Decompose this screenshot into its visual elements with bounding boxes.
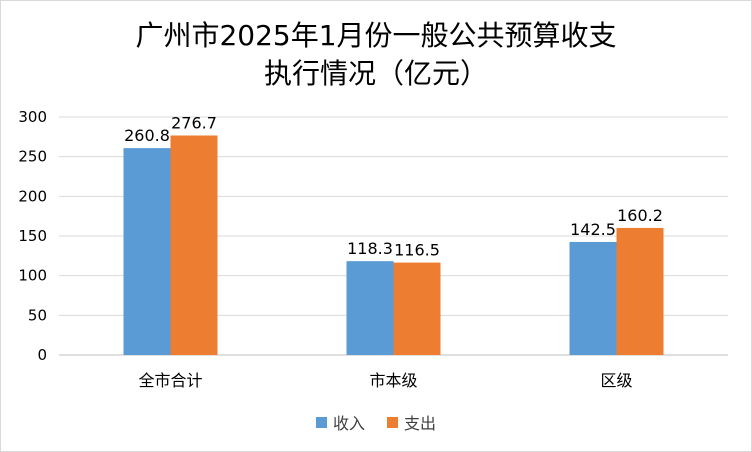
data-label: 116.5 — [394, 241, 440, 260]
data-label: 160.2 — [617, 206, 663, 225]
y-tick-label: 150 — [18, 227, 47, 245]
legend-item-expenditure: 支出 — [387, 410, 436, 434]
data-label: 276.7 — [171, 113, 217, 132]
legend-label-income: 收入 — [332, 414, 365, 433]
bar — [569, 241, 617, 355]
legend-swatch-expenditure — [387, 416, 398, 428]
bar — [123, 148, 171, 355]
data-label: 118.3 — [347, 239, 393, 258]
x-tick-label: 区级 — [600, 371, 632, 390]
bar — [393, 262, 441, 355]
bar — [616, 227, 664, 355]
chart-legend: 收入 支出 — [1, 410, 751, 434]
y-tick-label: 250 — [18, 148, 47, 166]
chart-title-line-1: 广州市2025年1月份一般公共预算收支 — [135, 19, 617, 52]
x-tick-label: 市本级 — [369, 371, 417, 390]
legend-swatch-income — [315, 416, 327, 428]
data-label: 260.8 — [124, 126, 170, 145]
x-tick-label: 全市合计 — [138, 371, 202, 390]
bar — [170, 135, 218, 355]
chart-title-line-2: 执行情况（亿元） — [263, 57, 488, 90]
y-tick-label: 100 — [18, 267, 47, 285]
y-tick-label: 50 — [28, 306, 47, 324]
y-tick-label: 200 — [18, 187, 47, 205]
bar — [346, 261, 394, 355]
y-tick-label: 0 — [37, 346, 47, 364]
data-label: 142.5 — [570, 220, 616, 239]
legend-label-expenditure: 支出 — [404, 414, 437, 433]
y-tick-label: 300 — [18, 108, 47, 126]
legend-item-income: 收入 — [315, 410, 365, 434]
